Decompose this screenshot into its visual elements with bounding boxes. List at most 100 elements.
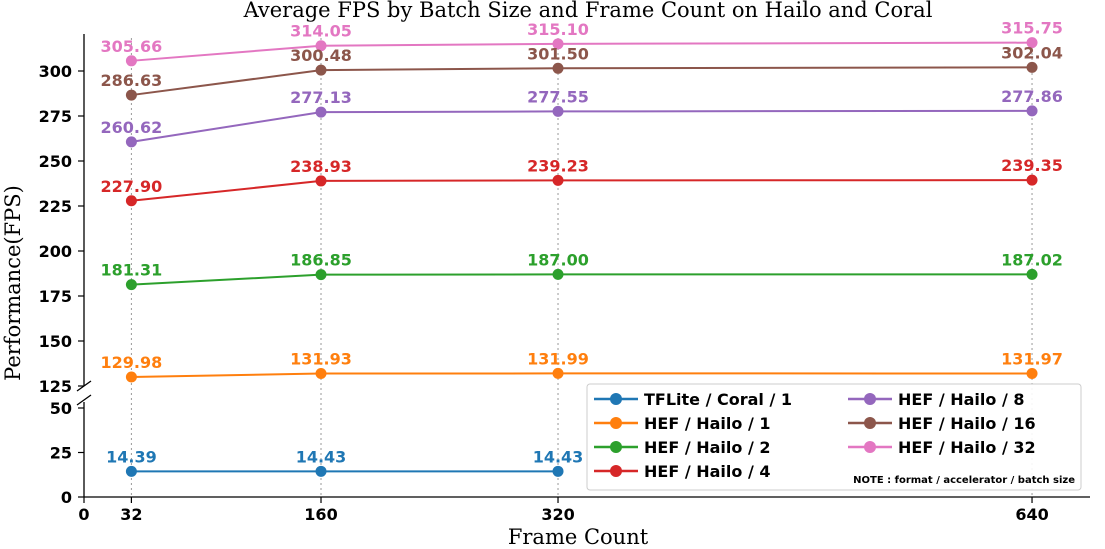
- data-point: [125, 55, 137, 67]
- data-label: 14.39: [106, 447, 157, 466]
- legend-swatch-marker: [610, 465, 622, 477]
- legend: TFLite / Coral / 1 HEF / Hailo / 1 HEF / H…: [586, 383, 1082, 491]
- y-tick-label: 150: [39, 332, 72, 351]
- legend-item: HEF / Hailo / 2: [594, 438, 771, 457]
- legend-box: [586, 383, 1082, 491]
- data-label: 260.62: [101, 118, 163, 137]
- data-label: 239.35: [1001, 156, 1063, 175]
- data-label: 238.93: [290, 157, 352, 176]
- series-line: [131, 41, 1033, 62]
- data-point: [125, 465, 137, 477]
- data-label: 239.23: [527, 156, 589, 175]
- axis-ticks: 0 25 50 125 150 175 200 225 250 275 300 0 32 160 320 64…: [39, 62, 1049, 524]
- data-label: 227.90: [101, 177, 163, 196]
- legend-label: HEF / Hailo / 16: [898, 414, 1036, 433]
- legend-note: NOTE : format / accelerator / batch size: [853, 475, 1075, 486]
- y-tick-label: 50: [50, 399, 72, 418]
- legend-label: HEF / Hailo / 4: [644, 462, 771, 481]
- data-point: [1026, 367, 1038, 379]
- legend-label: HEF / Hailo / 8: [898, 390, 1025, 409]
- series-line: [131, 179, 1033, 202]
- series-line: [131, 372, 1033, 379]
- data-point: [315, 106, 327, 118]
- data-point: [552, 367, 564, 379]
- data-point: [125, 89, 137, 101]
- data-label: 131.93: [290, 350, 352, 369]
- data-point: [315, 465, 327, 477]
- x-tick-label: 32: [120, 505, 142, 524]
- chart-title: Average FPS by Batch Size and Frame Coun…: [243, 0, 933, 22]
- data-label: 14.43: [296, 447, 347, 466]
- data-point: [1026, 268, 1038, 280]
- legend-item: HEF / Hailo / 16: [848, 414, 1036, 433]
- legend-item: HEF / Hailo / 4: [594, 462, 771, 481]
- data-point: [125, 371, 137, 383]
- data-label: 314.05: [290, 22, 352, 41]
- data-point: [125, 279, 137, 291]
- data-point: [552, 105, 564, 117]
- y-tick-label: 0: [61, 488, 72, 507]
- data-label: 131.97: [1001, 349, 1063, 368]
- data-label: 129.98: [101, 353, 163, 372]
- data-point: [1026, 61, 1038, 73]
- data-point: [552, 174, 564, 186]
- legend-swatch-marker: [610, 441, 622, 453]
- series-line: [131, 109, 1033, 143]
- y-tick-label: 25: [50, 444, 72, 463]
- series: [125, 37, 1038, 477]
- data-point: [125, 195, 137, 207]
- data-point: [552, 62, 564, 74]
- x-tick-label: 0: [78, 505, 89, 524]
- x-tick-label: 160: [304, 505, 337, 524]
- data-label: 302.04: [1001, 43, 1063, 62]
- y-tick-label: 175: [39, 287, 72, 306]
- legend-swatch-marker: [864, 393, 876, 405]
- x-axis-label: Frame Count: [508, 525, 649, 549]
- data-label: 301.50: [527, 44, 589, 63]
- data-point: [552, 465, 564, 477]
- y-tick-label: 125: [39, 377, 72, 396]
- data-label: 277.86: [1001, 87, 1063, 106]
- data-label: 286.63: [101, 71, 163, 90]
- data-labels: 14.39 14.43 14.43 129.98 131.93 131.99 131.97 1…: [101, 19, 1063, 467]
- legend-swatch-marker: [864, 417, 876, 429]
- data-label: 315.10: [527, 20, 589, 39]
- legend-swatch-marker: [610, 393, 622, 405]
- data-point: [315, 175, 327, 187]
- y-tick-label: 225: [39, 197, 72, 216]
- data-label: 315.75: [1001, 19, 1063, 38]
- y-tick-label: 200: [39, 242, 72, 261]
- x-tick-label: 640: [1015, 505, 1048, 524]
- data-point: [315, 64, 327, 76]
- data-point: [1026, 174, 1038, 186]
- y-tick-label: 250: [39, 152, 72, 171]
- data-label: 186.85: [290, 251, 352, 270]
- data-label: 14.43: [533, 447, 584, 466]
- data-label: 187.02: [1001, 250, 1063, 269]
- data-point: [125, 136, 137, 148]
- data-point: [1026, 37, 1038, 49]
- legend-item: HEF / Hailo / 32: [848, 438, 1036, 457]
- y-axis-label: Performance(FPS): [1, 185, 25, 381]
- legend-item: HEF / Hailo / 1: [594, 414, 771, 433]
- series-line: [131, 273, 1033, 286]
- data-label: 277.13: [290, 88, 352, 107]
- legend-item: TFLite / Coral / 1: [594, 390, 792, 409]
- legend-label: TFLite / Coral / 1: [644, 390, 792, 409]
- y-tick-label: 275: [39, 107, 72, 126]
- data-point: [315, 40, 327, 52]
- legend-label: HEF / Hailo / 1: [644, 414, 771, 433]
- data-label: 277.55: [527, 87, 589, 106]
- data-point: [315, 368, 327, 380]
- data-label: 305.66: [101, 37, 163, 56]
- y-tick-label: 300: [39, 62, 72, 81]
- x-tick-label: 320: [541, 505, 574, 524]
- data-label: 187.00: [527, 250, 589, 269]
- data-point: [552, 38, 564, 50]
- legend-item: HEF / Hailo / 8: [848, 390, 1025, 409]
- axes: [76, 34, 1090, 498]
- data-point: [1026, 105, 1038, 117]
- data-label: 300.48: [290, 46, 352, 65]
- data-point: [315, 269, 327, 281]
